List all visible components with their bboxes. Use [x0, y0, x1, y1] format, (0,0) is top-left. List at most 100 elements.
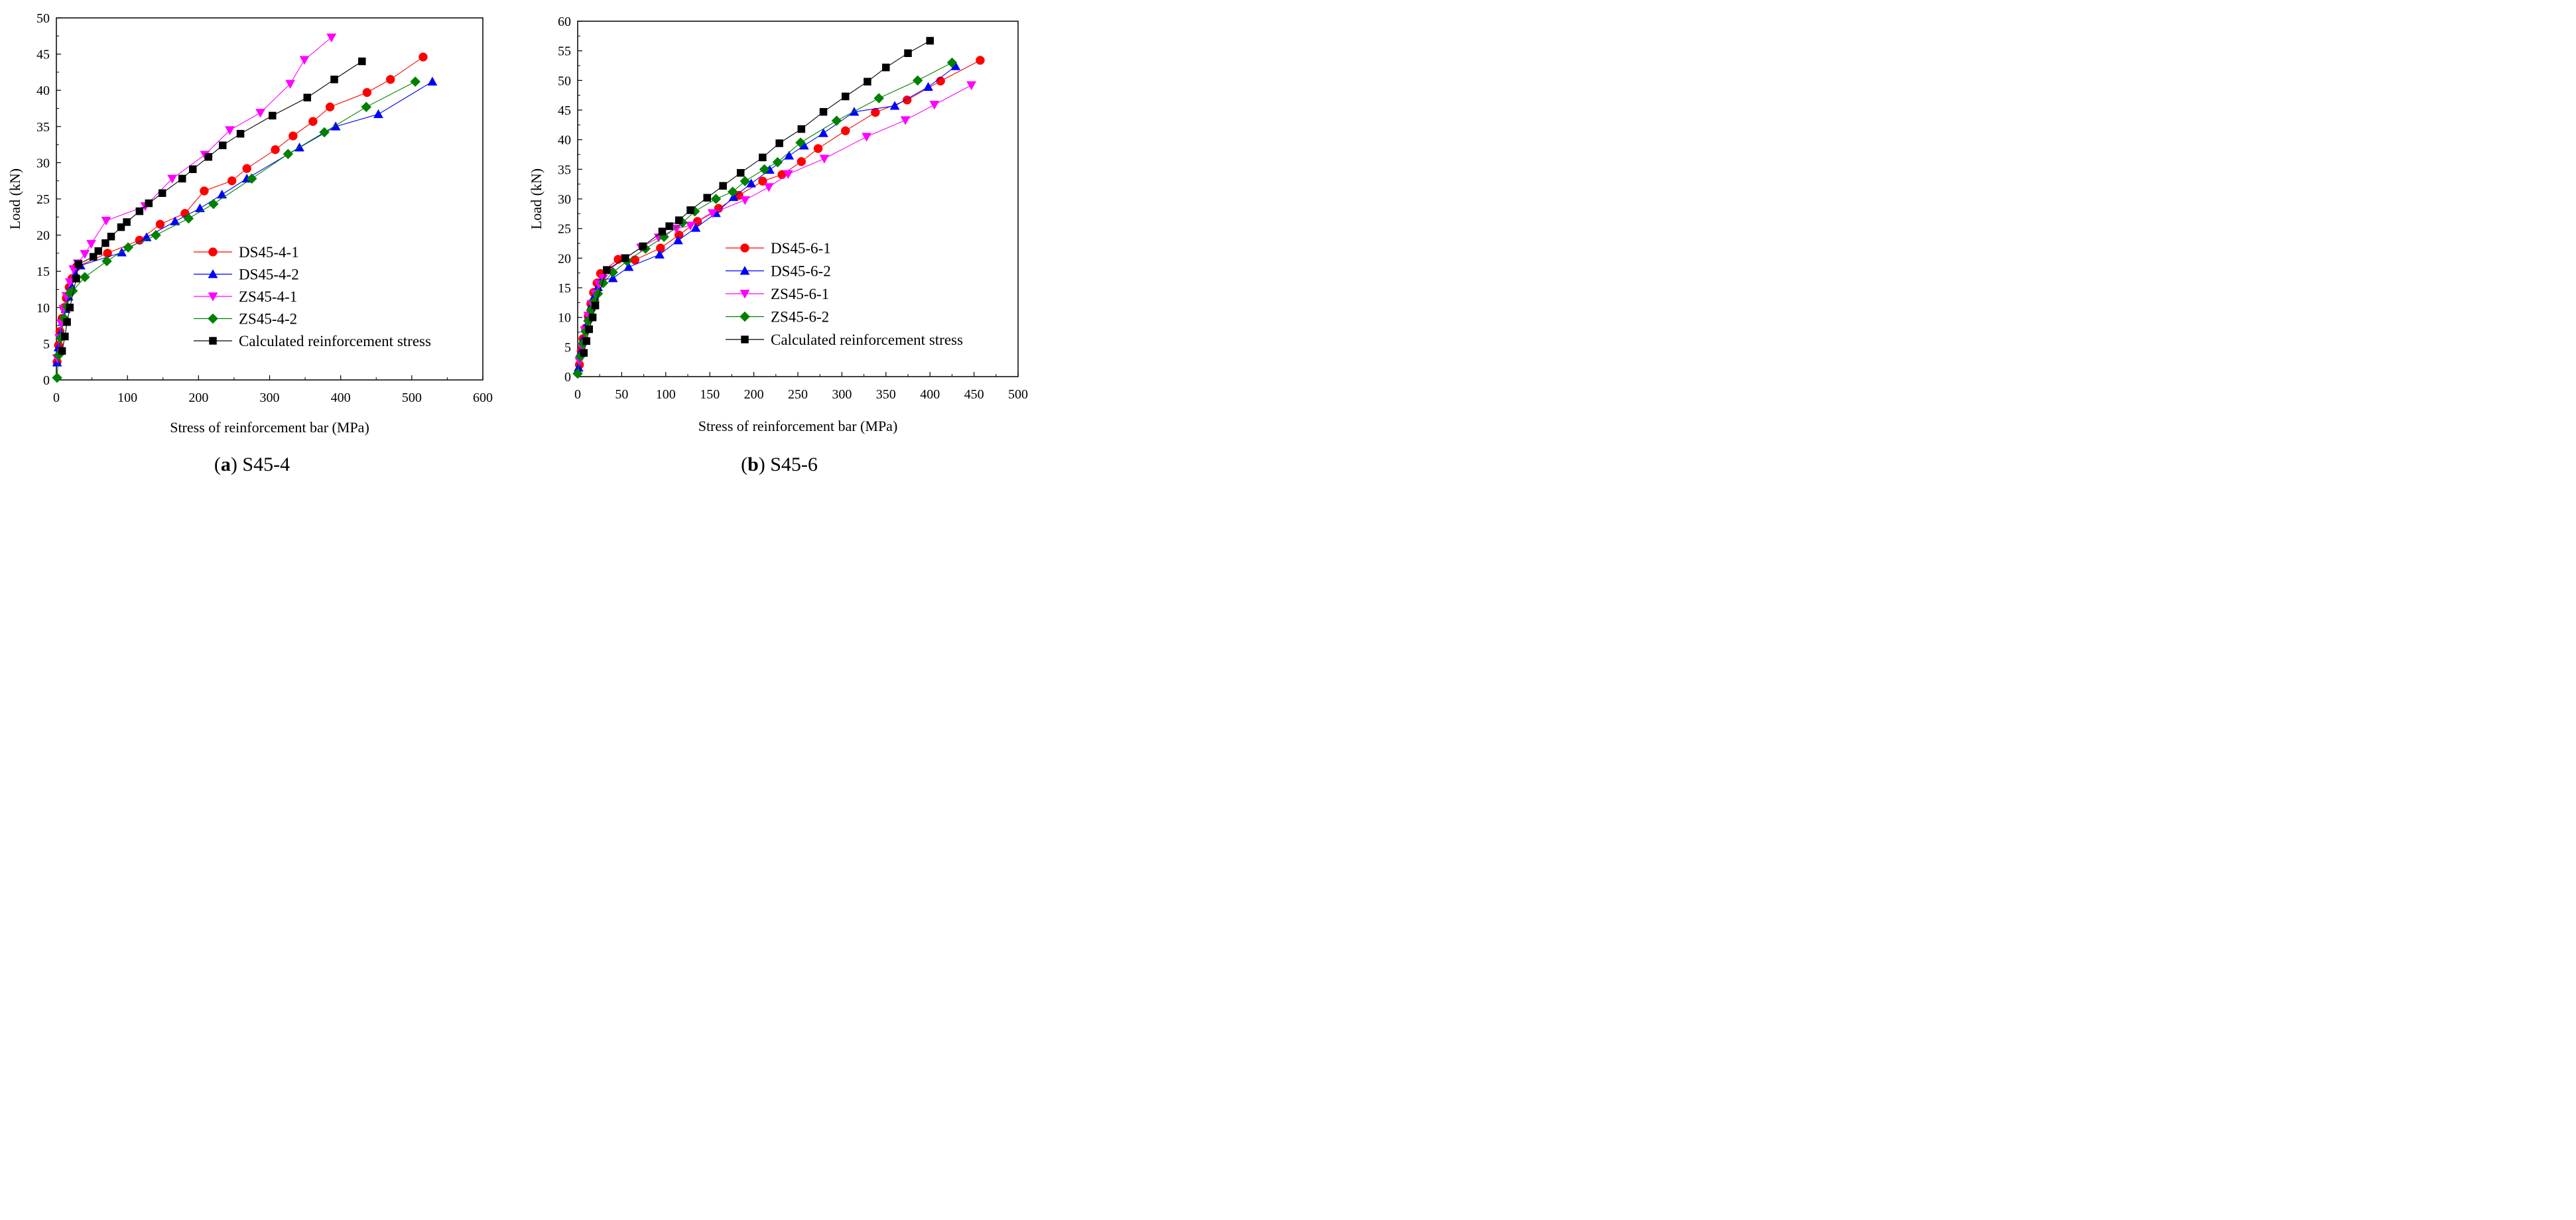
data-point — [591, 302, 600, 310]
data-point — [685, 221, 696, 231]
data-point — [195, 203, 205, 213]
data-point — [582, 337, 591, 345]
x-tick-label: 500 — [1008, 387, 1028, 402]
data-point — [135, 207, 144, 215]
data-point — [763, 183, 774, 192]
data-point — [101, 256, 112, 267]
legend-label: ZS45-4-2 — [239, 311, 297, 328]
x-tick-label: 500 — [402, 391, 422, 405]
x-tick-label: 300 — [260, 391, 280, 405]
legend-label: Calculated reinforcement stress — [239, 333, 431, 349]
y-tick-label: 55 — [558, 44, 571, 59]
data-point — [94, 247, 102, 255]
y-tick-label: 25 — [558, 222, 571, 237]
data-point — [710, 194, 722, 204]
data-point — [64, 278, 75, 288]
data-point — [358, 57, 366, 66]
data-point — [101, 239, 109, 247]
data-point — [912, 75, 923, 86]
series-DS45-6-2 — [573, 61, 961, 372]
x-axis-label: Stress of reinforcement bar (MPa) — [170, 419, 369, 436]
legend-marker — [208, 292, 218, 302]
data-point — [72, 274, 80, 282]
y-tick-label: 45 — [558, 103, 571, 118]
legend-label: DS45-6-2 — [771, 263, 831, 280]
data-point — [639, 242, 647, 251]
data-point — [308, 117, 318, 126]
data-point — [66, 304, 74, 312]
data-point — [236, 129, 245, 138]
y-tick-label: 35 — [558, 162, 571, 177]
data-point — [707, 209, 718, 218]
chart-panel-2: 0 50 100 150 200 250 300 350 400 450 500 0 5 10 15 20 25… — [528, 15, 1028, 475]
data-point — [63, 318, 71, 326]
x-tick-label: 450 — [964, 387, 984, 402]
series-line — [578, 66, 956, 368]
data-point — [385, 75, 395, 84]
data-point — [719, 182, 727, 190]
y-tick-label: 30 — [36, 156, 50, 170]
data-point — [58, 347, 66, 355]
data-point — [141, 232, 152, 241]
data-point — [658, 227, 667, 235]
x-tick-label: 300 — [832, 387, 852, 402]
data-point — [289, 131, 298, 141]
data-point — [325, 102, 335, 112]
x-tick-label: 400 — [331, 391, 351, 405]
data-point — [61, 332, 69, 341]
data-point — [946, 57, 958, 68]
data-point — [690, 223, 701, 232]
data-point — [608, 273, 618, 282]
data-point — [123, 218, 131, 226]
data-point — [427, 76, 438, 86]
y-tick-label: 50 — [558, 74, 571, 88]
legend-marker — [740, 290, 750, 299]
y-tick-label: 35 — [36, 120, 50, 135]
data-point — [242, 164, 251, 173]
data-point — [225, 126, 235, 135]
data-point — [772, 156, 783, 168]
data-point — [841, 92, 850, 101]
data-point — [200, 186, 209, 196]
y-tick-label: 45 — [36, 48, 50, 62]
data-point — [864, 78, 871, 86]
data-point — [759, 164, 770, 175]
y-tick-label: 0 — [43, 373, 50, 388]
data-point — [673, 235, 683, 245]
data-point — [362, 88, 372, 97]
legend-marker — [209, 337, 217, 345]
data-point — [656, 243, 665, 253]
y-tick-label: 25 — [36, 192, 50, 207]
data-point — [813, 144, 823, 153]
data-point — [819, 107, 828, 116]
series-Calculated reinforcement stress — [58, 57, 366, 355]
data-point — [80, 272, 90, 282]
data-point — [795, 137, 806, 148]
data-point — [926, 36, 934, 45]
series-line — [583, 40, 931, 353]
legend-marker — [740, 243, 749, 253]
data-point — [900, 116, 911, 125]
data-point — [246, 173, 257, 184]
data-point — [410, 76, 421, 87]
x-tick-label: 200 — [744, 387, 764, 402]
y-axis-label: Load (kN) — [528, 168, 545, 229]
legend: DS45-6-1 DS45-6-2 ZS45-6-1 ZS45-6-2 Calculat… — [726, 240, 963, 348]
data-point — [819, 154, 830, 164]
data-point — [873, 93, 885, 103]
data-point — [89, 253, 97, 261]
data-point — [145, 199, 153, 208]
data-point — [155, 219, 165, 229]
data-point — [831, 115, 842, 126]
data-point — [269, 111, 277, 120]
x-tick-label: 0 — [574, 387, 581, 402]
data-point — [299, 56, 310, 65]
figure: 0 100 200 300 400 500 60005101520253035404550S… — [7, 11, 1028, 475]
x-tick-label: 100 — [117, 391, 137, 405]
y-tick-label: 50 — [36, 11, 50, 26]
data-point — [255, 109, 265, 118]
y-tick-label: 60 — [558, 15, 571, 29]
y-tick-label: 20 — [36, 229, 50, 243]
legend-marker — [208, 269, 218, 278]
legend-label: Calculated reinforcement stress — [771, 332, 963, 348]
